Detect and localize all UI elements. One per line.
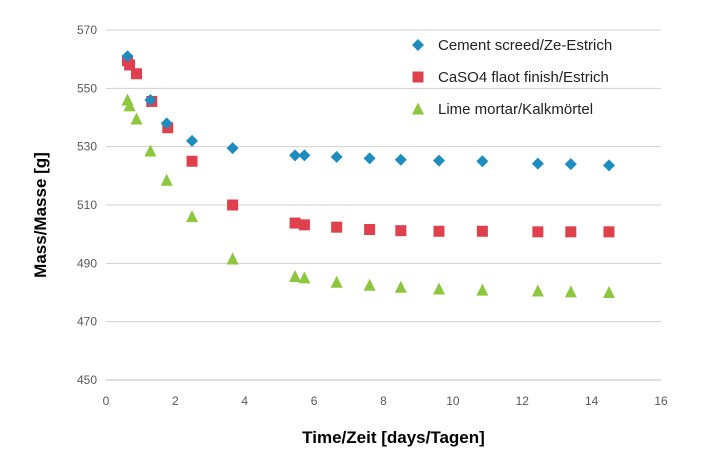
y-tick-label: 490 [77,256,97,270]
data-point-triangle [394,280,407,293]
data-point-triangle [531,284,544,297]
data-point-triangle [289,269,302,282]
legend: Cement screed/Ze-Estrich CaSO4 flaot fini… [412,37,612,118]
data-point-square [476,225,488,237]
data-point-square [433,225,445,237]
x-tick-label: 8 [380,394,387,408]
legend-label: Lime mortar/Kalkmörtel [438,101,593,118]
legend-marker-diamond [412,39,424,51]
x-tick-label: 2 [172,394,179,408]
data-point-diamond [186,134,199,147]
legend-item: Lime mortar/Kalkmörtel [412,101,593,118]
data-point-diamond [144,94,157,106]
data-point-triangle [564,285,577,298]
data-point-triangle [433,282,445,295]
data-point-square [131,68,143,80]
data-point-triangle [186,210,199,223]
x-axis-title: Time/Zeit [days/Tagen] [302,428,485,447]
data-point-diamond [363,152,376,165]
data-point-square [298,219,310,231]
x-tick-label: 0 [103,394,110,408]
data-marks [121,50,615,298]
y-tick-label: 450 [77,373,97,387]
y-tick-label: 570 [77,23,97,37]
data-point-triangle [330,275,343,288]
data-point-diamond [330,150,343,163]
legend-label: CaSO4 flaot finish/Estrich [438,69,609,86]
legend-label: Cement screed/Ze-Estrich [438,37,612,54]
data-point-triangle [160,173,173,186]
y-tick-label: 530 [77,140,97,154]
legend-item: Cement screed/Ze-Estrich [412,37,612,54]
data-point-triangle [130,112,143,125]
data-point-square [186,155,198,167]
x-tick-label: 14 [585,394,599,408]
data-point-diamond [531,157,544,170]
data-point-square [227,199,239,211]
data-point-diamond [160,117,173,130]
data-point-diamond [298,149,311,162]
data-point-square [124,59,136,71]
data-point-square [331,221,343,233]
x-tick-label: 10 [446,394,460,408]
y-axis-title: Mass/Masse [g] [31,152,50,278]
data-point-diamond [394,153,407,166]
data-point-diamond [564,158,577,171]
legend-marker-triangle [412,102,424,115]
data-point-triangle [123,99,136,112]
y-tick-label: 550 [77,81,97,95]
data-point-square [565,226,577,238]
data-point-triangle [602,286,615,298]
data-point-triangle [476,283,489,296]
data-point-diamond [476,155,489,168]
x-tick-label: 12 [516,394,530,408]
data-point-triangle [298,271,311,284]
x-tick-label: 16 [654,394,668,408]
data-point-square [603,226,615,238]
data-point-diamond [433,154,445,167]
legend-item: CaSO4 flaot finish/Estrich [412,69,609,86]
y-tick-label: 510 [77,198,97,212]
data-point-triangle [363,278,376,291]
y-tick-label: 470 [77,315,97,329]
axes: 450 470 490 510 530 550 570 0 2 4 6 8 10 12 14 16 [77,23,668,408]
data-point-square [395,225,407,237]
gridlines [106,29,661,381]
data-point-square [532,226,544,238]
x-tick-label: 6 [311,394,318,408]
data-point-diamond [121,50,134,63]
data-point-triangle [144,144,157,157]
data-point-diamond [289,149,302,162]
data-point-diamond [602,159,615,172]
data-point-square [289,217,301,229]
data-point-square [364,224,376,235]
data-point-diamond [226,142,239,155]
legend-marker-square [412,71,424,83]
x-tick-label: 4 [241,394,248,408]
data-point-triangle [226,252,239,265]
